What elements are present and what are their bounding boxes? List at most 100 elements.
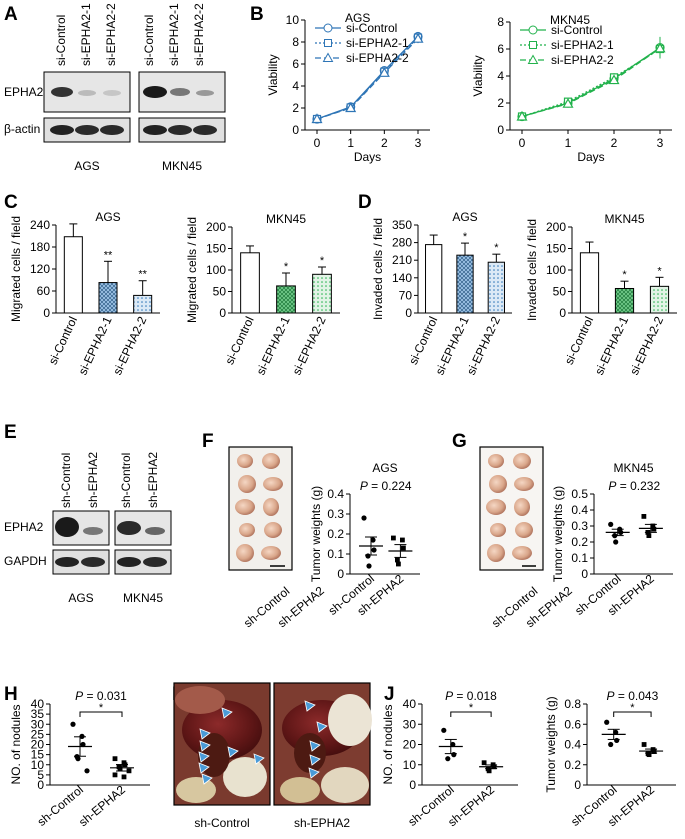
blot-band bbox=[50, 125, 74, 135]
blot-band bbox=[83, 527, 103, 535]
y-tick-label: 35 bbox=[31, 707, 45, 721]
y-tick-label: 150 bbox=[546, 242, 566, 256]
x-tick-label: 3 bbox=[657, 136, 664, 150]
y-tick-label: 6 bbox=[292, 57, 299, 71]
y-tick-label: 0.3 bbox=[571, 519, 588, 533]
p-value-label: P = 0.232 bbox=[608, 479, 660, 493]
y-tick-label: 0 bbox=[292, 123, 299, 137]
tumor-specimen bbox=[263, 477, 283, 491]
chart-title: AGS bbox=[452, 210, 477, 224]
migration-chart-mkn45: 0 50 100 150 200 Migrated cells / field MKN45 s… bbox=[185, 212, 340, 377]
legend-label: si-EPHA2-2 bbox=[551, 53, 614, 67]
y-tick-label: 0 bbox=[219, 306, 226, 320]
y-tick-label: 0.2 bbox=[571, 535, 588, 549]
blot-a-mkn45 bbox=[138, 71, 226, 143]
x-tick-label: si-Control bbox=[46, 314, 80, 366]
data-point bbox=[365, 553, 371, 559]
y-tick-label: 60 bbox=[37, 284, 51, 298]
y-axis-label: NO. of nodules bbox=[381, 704, 395, 784]
y-tick-label: 0 bbox=[581, 567, 588, 581]
y-axis-label: Tumor weights (g) bbox=[544, 696, 558, 792]
y-tick-label: 100 bbox=[206, 263, 226, 277]
data-point bbox=[75, 756, 81, 762]
data-point bbox=[395, 557, 400, 563]
y-tick-label: 5 bbox=[37, 768, 44, 782]
x-tick-label: si-Control bbox=[406, 314, 440, 366]
tumor-photo-g bbox=[479, 446, 544, 571]
series-line bbox=[316, 37, 419, 120]
data-point bbox=[370, 537, 376, 543]
significance-label: * bbox=[657, 265, 662, 277]
significance-label: * bbox=[622, 269, 627, 281]
y-tick-label: 70 bbox=[399, 288, 413, 302]
significance-bracket bbox=[79, 711, 123, 717]
blot-a-lane-label: si-EPHA2-2 bbox=[104, 3, 118, 66]
data-point bbox=[112, 756, 118, 762]
data-point bbox=[613, 729, 619, 735]
y-tick-label: 140 bbox=[392, 271, 412, 285]
chart-title: MKN45 bbox=[550, 13, 590, 27]
x-tick-label: sh-EPHA2 bbox=[76, 782, 128, 829]
p-symbol: P bbox=[608, 479, 616, 493]
bar bbox=[312, 273, 332, 314]
nodule-arrow-icon bbox=[316, 721, 328, 733]
nodule-arrow-icon bbox=[199, 728, 211, 740]
p-value: = 0.018 bbox=[453, 689, 497, 703]
y-tick-label: 40 bbox=[403, 697, 417, 711]
y-tick-label: 10 bbox=[403, 758, 417, 772]
x-tick-label: si-EPHA2-1 bbox=[254, 314, 293, 377]
y-tick-label: 0 bbox=[337, 567, 344, 581]
blot-band bbox=[170, 88, 190, 96]
bar bbox=[240, 252, 260, 314]
bar bbox=[487, 261, 505, 314]
significance-label: * bbox=[630, 702, 635, 714]
y-axis-label: Invaded cells / field bbox=[371, 218, 385, 320]
y-tick-label: 30 bbox=[403, 717, 417, 731]
data-point bbox=[378, 67, 390, 77]
x-tick-label: si-EPHA2-2 bbox=[290, 314, 329, 377]
tumor-specimen bbox=[489, 475, 507, 493]
tumor-specimen bbox=[486, 499, 506, 515]
p-value: = 0.224 bbox=[368, 479, 412, 493]
y-tick-label: 6 bbox=[497, 42, 504, 56]
blot-band bbox=[81, 557, 105, 567]
p-symbol: P bbox=[607, 689, 615, 703]
y-tick-label: 0 bbox=[43, 306, 50, 320]
data-point bbox=[84, 768, 90, 774]
y-tick-label: 10 bbox=[31, 758, 45, 772]
nodule-arrow-icon bbox=[227, 746, 239, 758]
y-tick-label: 20 bbox=[403, 738, 417, 752]
y-tick-label: 10 bbox=[286, 13, 300, 27]
legend-marker bbox=[324, 39, 332, 47]
panel-letter-d: D bbox=[358, 192, 372, 213]
y-tick-label: 280 bbox=[392, 236, 412, 250]
data-point bbox=[646, 533, 652, 538]
tumor-specimen bbox=[515, 522, 533, 538]
chart-title: MKN45 bbox=[604, 212, 644, 226]
blot-band bbox=[193, 125, 217, 135]
p-value-label: P = 0.031 bbox=[75, 689, 127, 703]
x-tick-label: 2 bbox=[381, 136, 388, 150]
data-point bbox=[391, 535, 396, 541]
tumor-specimen bbox=[512, 546, 532, 560]
tumor-specimen bbox=[488, 454, 504, 468]
chart-title: MKN45 bbox=[266, 212, 306, 226]
y-tick-label: 50 bbox=[213, 285, 227, 299]
y-tick-label: 0.5 bbox=[571, 487, 588, 501]
bar bbox=[276, 285, 296, 314]
y-tick-label: 30 bbox=[31, 717, 45, 731]
legend-marker bbox=[529, 41, 537, 49]
data-point bbox=[608, 741, 614, 748]
y-axis-label: Tumor weights (g) bbox=[551, 486, 565, 582]
data-point bbox=[345, 102, 357, 113]
series-line bbox=[521, 47, 661, 118]
panel-a: A si-Control si-EPHA2-1 si-EPHA2-2 si-Co… bbox=[4, 3, 226, 173]
migration-chart-ags: 0 60 120 180 240 Migrated cells / field AGS si-… bbox=[9, 210, 160, 377]
y-tick-label: 0 bbox=[409, 778, 416, 792]
data-point bbox=[451, 752, 457, 758]
blot-e-lane-label: sh-EPHA2 bbox=[86, 452, 100, 508]
